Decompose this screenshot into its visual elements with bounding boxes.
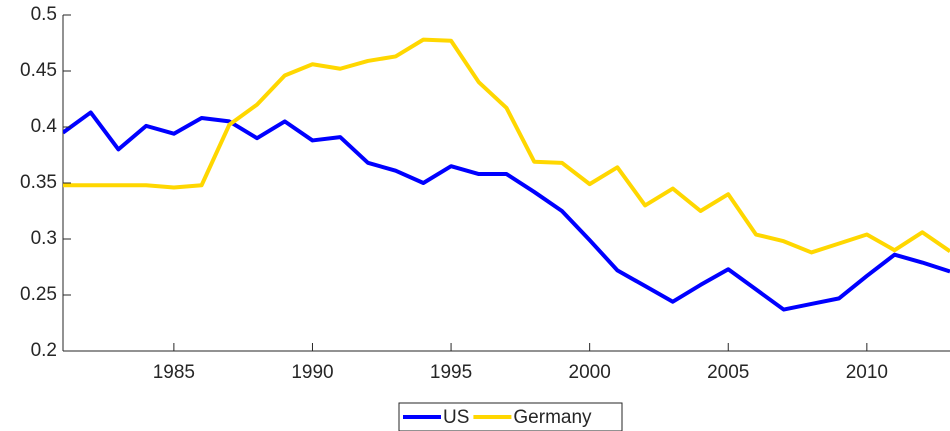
x-tick-label: 2000 (569, 362, 611, 383)
x-tick-label: 1990 (291, 362, 333, 383)
legend-label: US (443, 407, 469, 428)
y-tick-label: 0.35 (20, 172, 57, 193)
legend-label: Germany (513, 407, 592, 428)
series-line (63, 110, 950, 312)
y-tick-label: 0.4 (31, 116, 58, 137)
y-tick-label: 0.5 (31, 4, 57, 25)
x-tick-label: 1995 (430, 362, 472, 383)
plot-area (63, 37, 950, 312)
y-tick-label: 0.3 (31, 228, 57, 249)
y-tick-label: 0.25 (20, 284, 57, 305)
x-tick-label: 2010 (846, 362, 888, 383)
series-line (63, 37, 950, 255)
x-tick-label: 1985 (153, 362, 195, 383)
y-tick-label: 0.45 (20, 60, 57, 81)
x-tick-label: 2005 (707, 362, 749, 383)
y-tick-label: 0.2 (31, 340, 57, 361)
